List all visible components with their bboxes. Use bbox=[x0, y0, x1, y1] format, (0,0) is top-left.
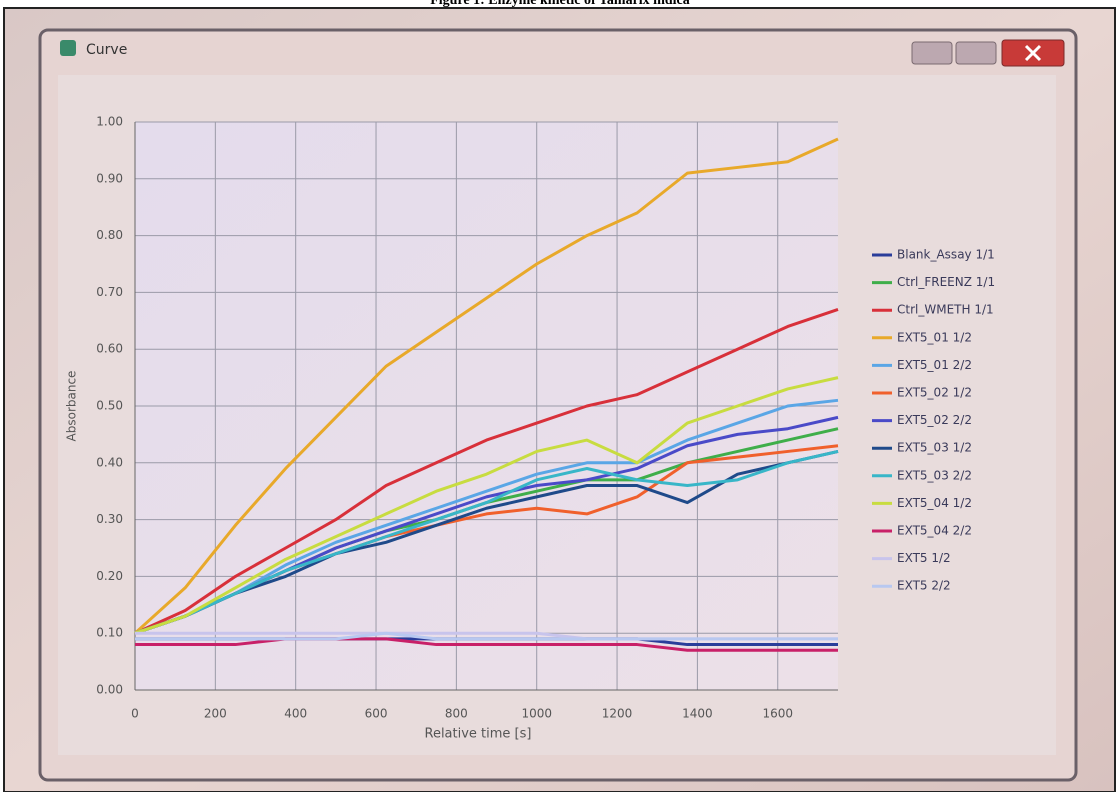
x-axis-label: Relative time [s] bbox=[425, 727, 532, 742]
y-tick-label: 0.10 bbox=[96, 626, 123, 640]
y-tick-label: 0.50 bbox=[96, 399, 123, 413]
screen-photo: Figure 1: Enzyme kinetic of Tamarix indi… bbox=[0, 0, 1119, 792]
x-tick-label: 1200 bbox=[602, 707, 633, 721]
x-tick-label: 200 bbox=[204, 707, 227, 721]
y-tick-label: 0.90 bbox=[96, 171, 123, 185]
legend-label: EXT5 2/2 bbox=[897, 579, 951, 593]
x-tick-label: 600 bbox=[365, 707, 388, 721]
page: Figure 1: Enzyme kinetic of Tamarix indi… bbox=[0, 0, 1119, 792]
y-axis-label: Absorbance bbox=[65, 371, 79, 442]
window-icon bbox=[60, 40, 76, 56]
legend-label: EXT5_03 1/2 bbox=[897, 441, 972, 455]
legend-label: EXT5_02 1/2 bbox=[897, 386, 972, 400]
x-tick-label: 1400 bbox=[682, 707, 713, 721]
y-tick-label: 0.80 bbox=[96, 228, 123, 242]
legend-label: EXT5_04 1/2 bbox=[897, 496, 972, 510]
legend-label: Blank_Assay 1/1 bbox=[897, 248, 995, 262]
legend-label: EXT5 1/2 bbox=[897, 551, 951, 565]
legend-label: EXT5_01 2/2 bbox=[897, 358, 972, 372]
caption: Figure 1: Enzyme kinetic of Tamarix indi… bbox=[430, 0, 690, 8]
y-tick-label: 1.00 bbox=[96, 115, 123, 129]
y-tick-label: 0.70 bbox=[96, 285, 123, 299]
x-tick-label: 800 bbox=[445, 707, 468, 721]
x-tick-label: 1000 bbox=[521, 707, 552, 721]
legend-label: Ctrl_FREENZ 1/1 bbox=[897, 275, 995, 289]
x-tick-label: 0 bbox=[131, 707, 139, 721]
legend-label: EXT5_01 1/2 bbox=[897, 330, 972, 344]
minimize-button[interactable] bbox=[912, 42, 952, 64]
y-tick-label: 0.00 bbox=[96, 683, 123, 697]
legend-label: EXT5_03 2/2 bbox=[897, 468, 972, 482]
window-title: Curve bbox=[86, 42, 127, 58]
legend-label: Ctrl_WMETH 1/1 bbox=[897, 303, 994, 317]
y-tick-label: 0.40 bbox=[96, 455, 123, 469]
x-tick-label: 1600 bbox=[762, 707, 793, 721]
legend-label: EXT5_02 2/2 bbox=[897, 413, 972, 427]
y-tick-label: 0.60 bbox=[96, 342, 123, 356]
maximize-button[interactable] bbox=[956, 42, 996, 64]
legend-label: EXT5_04 2/2 bbox=[897, 524, 972, 538]
y-tick-label: 0.20 bbox=[96, 569, 123, 583]
y-tick-label: 0.30 bbox=[96, 512, 123, 526]
x-tick-label: 400 bbox=[284, 707, 307, 721]
